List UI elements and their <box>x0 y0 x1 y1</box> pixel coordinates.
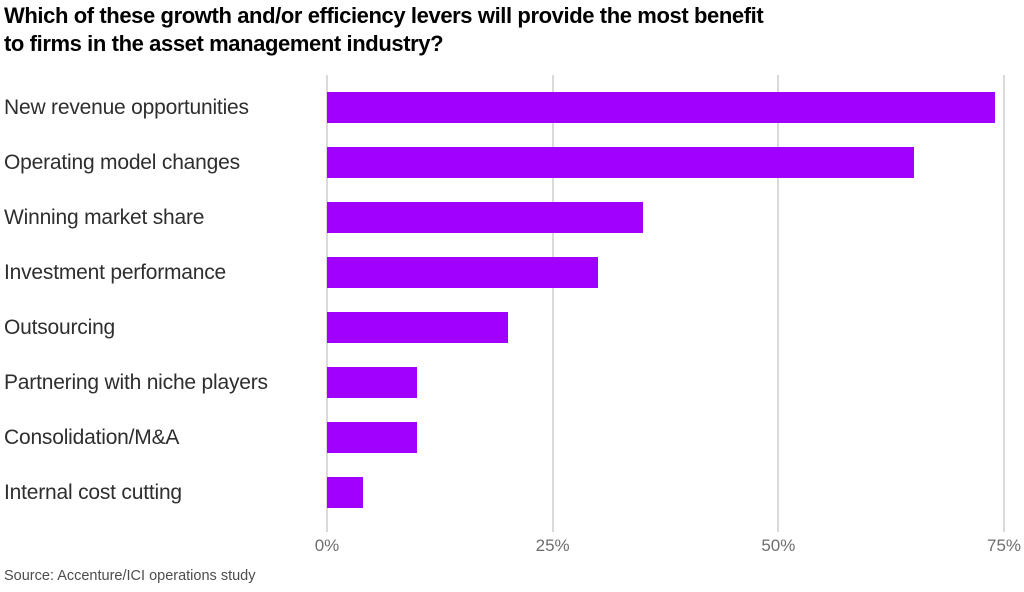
category-label: Internal cost cutting <box>4 480 182 504</box>
bar <box>327 202 643 233</box>
bar-track <box>327 257 1004 288</box>
bar-track <box>327 92 1004 123</box>
category-label: Winning market share <box>4 205 205 229</box>
bar <box>327 312 508 343</box>
table-row: Internal cost cutting <box>0 465 1024 520</box>
bar <box>327 257 598 288</box>
table-row: Investment performance <box>0 245 1024 300</box>
chart-title-line-1: Which of these growth and/or efficiency … <box>4 3 764 28</box>
x-tick-label: 75% <box>986 536 1022 555</box>
category-label: New revenue opportunities <box>4 95 249 119</box>
x-axis: 0% 25% 50% 75% <box>315 536 1021 558</box>
category-label: Outsourcing <box>4 315 116 339</box>
table-row: Consolidation/M&A <box>0 410 1024 465</box>
category-label: Partnering with niche players <box>4 370 268 394</box>
category-label: Consolidation/M&A <box>4 425 180 449</box>
bar <box>327 367 418 398</box>
bar-track <box>327 477 1004 508</box>
bar <box>327 422 418 453</box>
x-tick-label: 50% <box>761 536 796 555</box>
chart-title-line-2: to firms in the asset management industr… <box>4 31 444 56</box>
bar <box>327 147 914 178</box>
bar-track <box>327 312 1004 343</box>
table-row: Outsourcing <box>0 300 1024 355</box>
bar-track <box>327 202 1004 233</box>
bar <box>327 92 995 123</box>
table-row: Partnering with niche players <box>0 355 1024 410</box>
source-note: Source: Accenture/ICI operations study <box>4 568 256 584</box>
table-row: Winning market share <box>0 190 1024 245</box>
bar-rows: New revenue opportunities Operating model… <box>0 80 1024 520</box>
category-label: Operating model changes <box>4 150 240 174</box>
category-label: Investment performance <box>4 260 227 284</box>
bar-track <box>327 367 1004 398</box>
bar <box>327 477 364 508</box>
table-row: Operating model changes <box>0 135 1024 190</box>
bar-track <box>327 422 1004 453</box>
table-row: New revenue opportunities <box>0 80 1024 135</box>
x-tick-label: 25% <box>535 536 570 555</box>
x-tick-label: 0% <box>314 536 340 555</box>
chart-title: Which of these growth and/or efficiency … <box>4 2 764 58</box>
bar-track <box>327 147 1004 178</box>
